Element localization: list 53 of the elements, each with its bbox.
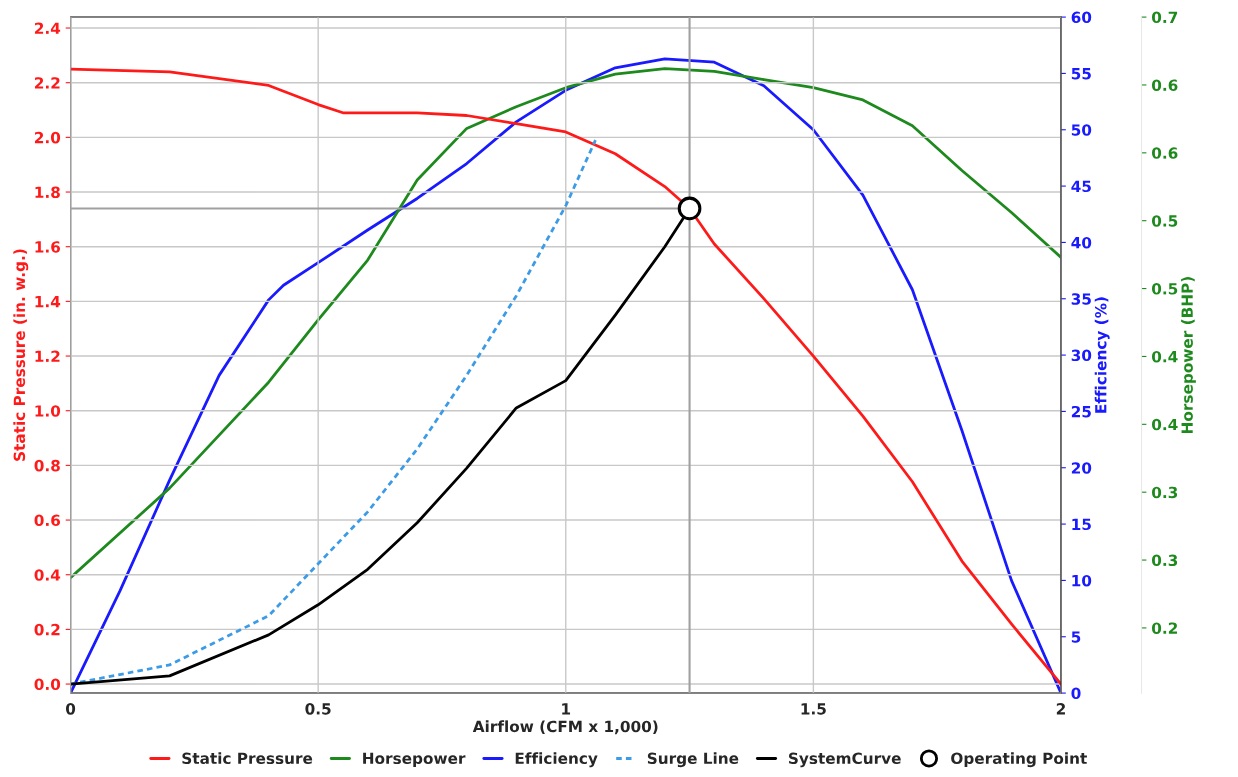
y2-tick-label: 35: [1071, 293, 1091, 305]
y2-axis-title: Efficiency (%): [1094, 297, 1110, 413]
y2-tick-label: 15: [1072, 518, 1091, 531]
line-series: [70, 67, 1061, 580]
y-tick-label: 0.6: [34, 514, 61, 527]
y3-tick-label: 0.3: [1151, 554, 1178, 567]
y3-tick-label: 0.5: [1151, 215, 1178, 227]
y3-tick-label: 0.3: [1151, 486, 1178, 499]
x-tick-label: 2: [1056, 703, 1065, 715]
y2-tick-label: 0: [1071, 687, 1081, 700]
legend-label: Horsepower: [363, 752, 466, 768]
y2-tick-label: 5: [1071, 631, 1081, 643]
y2-tick-label: 20: [1071, 462, 1092, 474]
y-tick-label: 1.4: [35, 296, 61, 308]
y2-tick-label: 60: [1071, 11, 1092, 24]
y3-tick-label: 0.4: [1151, 418, 1178, 431]
y-tick-label: 2.2: [34, 77, 60, 89]
legend-label: Efficiency: [515, 752, 598, 768]
x-tick-label: 1: [562, 703, 571, 715]
y-tick-label: 1.6: [35, 241, 61, 253]
y3-tick-label: 0.4: [1151, 350, 1178, 363]
x-tick-label: 0: [65, 703, 76, 715]
y-axis-title: Static Pressure (in. w.g.): [13, 249, 29, 461]
y-tick-label: 0.0: [34, 678, 61, 691]
y2-tick-label: 40: [1071, 236, 1092, 249]
y3-tick-label: 0.6: [1151, 79, 1178, 91]
y3-tick-label: 0.2: [1151, 622, 1177, 634]
y-tick-label: 2.4: [34, 22, 61, 34]
y2-tick-label: 10: [1072, 574, 1092, 587]
line-series: [70, 138, 597, 686]
legend-label: SystemCurve: [788, 752, 901, 768]
x-tick-label: 0.5: [305, 703, 331, 715]
y3-tick-label: 0.6: [1151, 147, 1178, 159]
y2-tick-label: 25: [1071, 405, 1091, 418]
y2-tick-label: 30: [1071, 349, 1092, 362]
y-tick-label: 1.2: [35, 350, 60, 362]
legend-label: Surge Line: [647, 752, 739, 768]
y-tick-label: 0.2: [34, 623, 60, 636]
y2-tick-label: 45: [1071, 180, 1091, 193]
y2-tick-label: 50: [1071, 124, 1092, 136]
y-tick-label: 0.4: [34, 569, 61, 581]
x-axis-title: Airflow (CFM x 1,000): [472, 720, 658, 735]
y-tick-label: 1.0: [35, 405, 61, 417]
y-tick-label: 1.8: [35, 186, 60, 199]
y3-tick-label: 0.7: [1151, 11, 1178, 24]
y3-tick-label: 0.5: [1151, 283, 1178, 295]
legend-label: Operating Point: [951, 752, 1087, 768]
x-tick-label: 1.5: [801, 703, 826, 715]
legend-label: Static Pressure: [182, 752, 313, 765]
y2-tick-label: 55: [1071, 68, 1091, 80]
y-tick-label: 0.8: [34, 459, 60, 472]
y-tick-label: 2.0: [34, 131, 61, 144]
y3-axis-title: Horsepower (BHP): [1181, 277, 1196, 433]
